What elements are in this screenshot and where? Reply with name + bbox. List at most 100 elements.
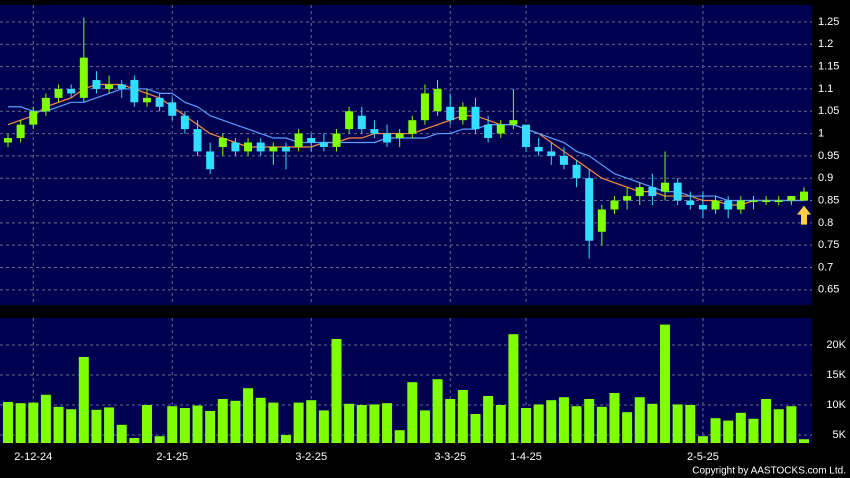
candle-body xyxy=(509,120,518,125)
volume-bar xyxy=(470,414,481,443)
volume-bar xyxy=(78,357,89,443)
x-tick-label: 2-5-25 xyxy=(687,451,719,463)
x-tick-label: 2-12-24 xyxy=(14,451,52,463)
candle-body xyxy=(484,124,493,139)
y-tick-label: 15K xyxy=(826,369,846,381)
candle-body xyxy=(648,187,657,197)
moving-average xyxy=(7,83,804,206)
volume-bar xyxy=(382,403,393,443)
volume-bar xyxy=(280,435,291,443)
candle-body xyxy=(673,182,682,201)
candle-body xyxy=(698,205,707,210)
candle-body xyxy=(774,200,783,203)
candle-body xyxy=(585,178,594,241)
volume-bar xyxy=(533,404,544,443)
volume-bar xyxy=(116,424,127,443)
candle-body xyxy=(711,200,720,210)
x-tick-label: 1-4-25 xyxy=(510,451,542,463)
volume-bar xyxy=(495,405,506,443)
candle-body xyxy=(800,191,808,201)
volume-bar xyxy=(141,405,152,443)
volume-bar xyxy=(558,397,569,443)
volume-bar xyxy=(723,420,734,443)
volume-bar xyxy=(66,409,77,443)
candle-body xyxy=(206,151,215,170)
x-tick-label: 3-2-25 xyxy=(295,451,327,463)
volume-bar xyxy=(457,390,468,443)
volume-bar xyxy=(331,339,342,443)
volume-bar xyxy=(761,399,772,443)
y-tick-label: 0.7 xyxy=(818,261,833,273)
candle-body xyxy=(787,196,796,201)
y-tick-label: 1.1 xyxy=(818,83,833,95)
volume-bar xyxy=(344,403,355,443)
candle-body xyxy=(16,124,25,139)
candle-body xyxy=(256,142,265,152)
volume-bar xyxy=(53,406,64,443)
y-tick-label: 0.8 xyxy=(818,217,833,229)
volume-bar xyxy=(596,406,607,443)
candle-body xyxy=(458,106,467,121)
candle-body xyxy=(4,138,12,143)
latest-arrow xyxy=(797,205,811,225)
candle-body xyxy=(231,142,240,152)
candle-body xyxy=(357,115,366,130)
candle-body xyxy=(433,88,442,112)
candle-body xyxy=(623,196,632,201)
candle-body xyxy=(736,200,745,210)
y-tick-label: 1 xyxy=(818,127,824,139)
volume-bar xyxy=(521,408,532,443)
candle-body xyxy=(168,102,177,116)
volume-bar xyxy=(3,402,13,443)
volume-bar xyxy=(407,382,418,443)
candle-body xyxy=(117,84,126,89)
candle-body xyxy=(41,97,50,112)
candle-body xyxy=(105,84,114,89)
volume-bar xyxy=(192,405,203,443)
candle-body xyxy=(547,151,556,156)
volume-bar xyxy=(672,404,683,443)
candle-body xyxy=(130,80,139,103)
volume-bar xyxy=(419,410,430,443)
candle-body xyxy=(471,106,480,130)
volume-bar xyxy=(483,396,494,443)
volume-bar xyxy=(634,397,645,443)
candle-body xyxy=(749,200,758,203)
y-tick-label: 10K xyxy=(826,399,846,411)
volume-bar xyxy=(179,408,190,443)
volume-bar xyxy=(571,406,582,443)
volume-bar xyxy=(546,400,557,443)
candle-body xyxy=(345,111,354,130)
candle-body xyxy=(67,88,76,94)
candle-body xyxy=(534,146,543,152)
volume-bar xyxy=(217,399,228,443)
candle-body xyxy=(281,146,290,152)
candle-body xyxy=(269,146,278,152)
volume-bar xyxy=(306,400,317,443)
volume-bar xyxy=(508,334,519,443)
volume-bar xyxy=(786,406,797,443)
candle-body xyxy=(307,138,316,143)
volume-bar xyxy=(445,399,456,443)
x-tick-label: 2-1-25 xyxy=(156,451,188,463)
y-tick-label: 0.95 xyxy=(818,150,839,162)
y-tick-label: 0.65 xyxy=(818,284,839,296)
volume-bar xyxy=(243,388,254,443)
candle-body xyxy=(29,111,38,125)
candle-body xyxy=(319,142,328,147)
y-tick-label: 1.15 xyxy=(818,61,839,73)
candle-body xyxy=(597,209,606,232)
candle-body xyxy=(724,200,733,210)
price-panel xyxy=(0,5,812,305)
candle-body xyxy=(559,155,568,165)
y-tick-label: 1.05 xyxy=(818,105,839,117)
volume-bar xyxy=(748,418,759,443)
volume-bar xyxy=(318,410,329,443)
volume-bar xyxy=(40,394,51,443)
y-tick-label: 1.25 xyxy=(818,16,839,28)
y-tick-label: 1.2 xyxy=(818,38,833,50)
volume-bar xyxy=(293,402,304,443)
candle-body xyxy=(522,124,531,147)
